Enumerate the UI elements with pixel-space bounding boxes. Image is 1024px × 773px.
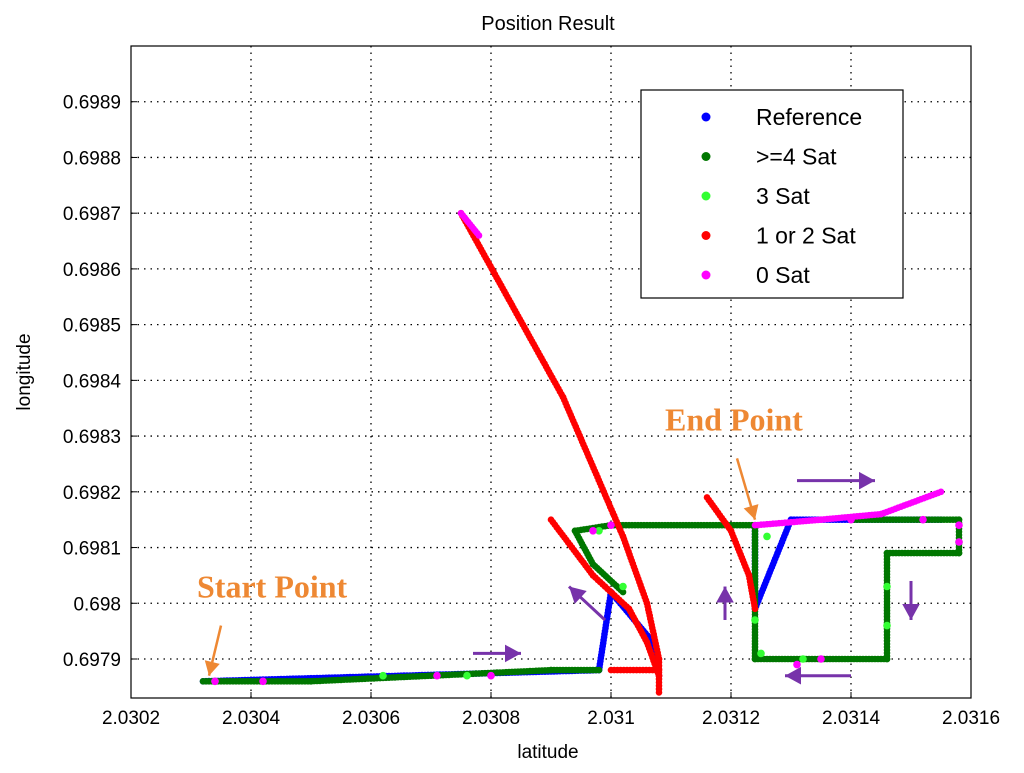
arrow-head	[716, 586, 734, 603]
x-tick-label: 2.031	[587, 708, 635, 729]
arrow-head	[859, 471, 875, 490]
legend-marker	[701, 231, 711, 240]
series-point	[919, 515, 927, 524]
y-tick-label: 0.6981	[63, 539, 121, 560]
x-tick-label: 2.0302	[102, 708, 160, 729]
arrow-head	[505, 644, 521, 663]
end-point-label: End Point	[665, 402, 803, 438]
series-point	[763, 532, 771, 541]
x-tick-label: 2.0306	[342, 708, 400, 729]
legend-box	[640, 89, 904, 299]
series-0-sat	[211, 209, 963, 686]
arrow-head	[569, 586, 587, 604]
x-axis-label: latitude	[517, 742, 578, 763]
series-point	[619, 582, 627, 591]
legend-marker	[701, 112, 711, 122]
legend: Reference >=4 Sat 3 Sat 1 or 2 Sat 0 Sat	[640, 89, 904, 299]
series-point	[589, 527, 597, 535]
arrow-head	[785, 666, 801, 685]
data-series	[199, 209, 963, 696]
legend-entry: Reference	[756, 104, 862, 130]
series-1-or-2-sat	[457, 209, 759, 696]
plot-frame	[130, 45, 972, 699]
series-point	[817, 655, 825, 663]
series-point	[607, 521, 615, 529]
legend-entry: 1 or 2 Sat	[756, 223, 856, 249]
y-tick-label: 0.6986	[63, 260, 121, 281]
series-point	[883, 582, 891, 591]
annotations: Start Point End Point	[197, 402, 920, 685]
series-point	[751, 605, 759, 613]
series-point	[955, 538, 963, 546]
series-point	[955, 521, 963, 529]
start-point-label: Start Point	[197, 569, 348, 605]
y-tick-label: 0.6989	[63, 93, 121, 114]
grid-lines	[131, 46, 971, 698]
series-point	[751, 616, 759, 624]
y-tick-label: 0.6988	[63, 148, 121, 169]
series-point	[463, 671, 471, 680]
series-point	[259, 677, 267, 686]
y-tick-label: 0.6982	[63, 483, 121, 504]
x-tick-label: 2.0304	[222, 708, 281, 729]
series-point	[655, 689, 663, 696]
y-tick-label: 0.6985	[63, 316, 121, 337]
arrow-head	[204, 660, 220, 676]
legend-marker	[701, 270, 711, 280]
series-point	[595, 666, 603, 674]
series-point	[433, 671, 441, 680]
series-point	[937, 488, 945, 496]
y-tick-label: 0.6984	[63, 371, 122, 392]
y-axis-ticks: 0.6979 0.698 0.6981 0.6982 0.6983 0.6984 0.698…	[63, 93, 137, 671]
series-point	[799, 655, 807, 663]
series-point	[619, 588, 627, 596]
series-point	[475, 232, 483, 239]
x-tick-label: 2.0314	[822, 708, 881, 729]
series-point	[379, 671, 387, 680]
series-point	[793, 660, 801, 669]
x-tick-label: 2.0312	[702, 708, 760, 729]
arrow-head	[743, 504, 759, 520]
series-point	[655, 666, 663, 674]
x-axis-ticks: 2.0302 2.0304 2.0306 2.0308 2.031 2.0312 2.031…	[102, 692, 1000, 729]
series-point	[487, 671, 495, 680]
x-tick-label: 2.0308	[462, 708, 520, 729]
y-tick-label: 0.6983	[63, 427, 121, 448]
y-tick-label: 0.698	[73, 594, 121, 615]
series-point	[595, 527, 603, 535]
legend-marker	[701, 152, 711, 161]
chart-title: Position Result	[481, 13, 615, 35]
y-tick-label: 0.6979	[63, 650, 121, 671]
legend-entry: >=4 Sat	[756, 144, 837, 170]
legend-entry: 0 Sat	[756, 262, 810, 288]
series-point	[847, 515, 855, 524]
series-point	[655, 672, 663, 679]
legend-entry: 3 Sat	[756, 183, 810, 209]
series-point	[211, 677, 219, 686]
series-point	[757, 649, 765, 658]
y-axis-label: longitude	[14, 333, 35, 410]
arrow-head	[902, 603, 920, 620]
x-tick-label: 2.0316	[942, 708, 1000, 729]
series-point	[883, 621, 891, 630]
legend-marker	[701, 191, 711, 201]
y-tick-label: 0.6987	[63, 204, 121, 225]
